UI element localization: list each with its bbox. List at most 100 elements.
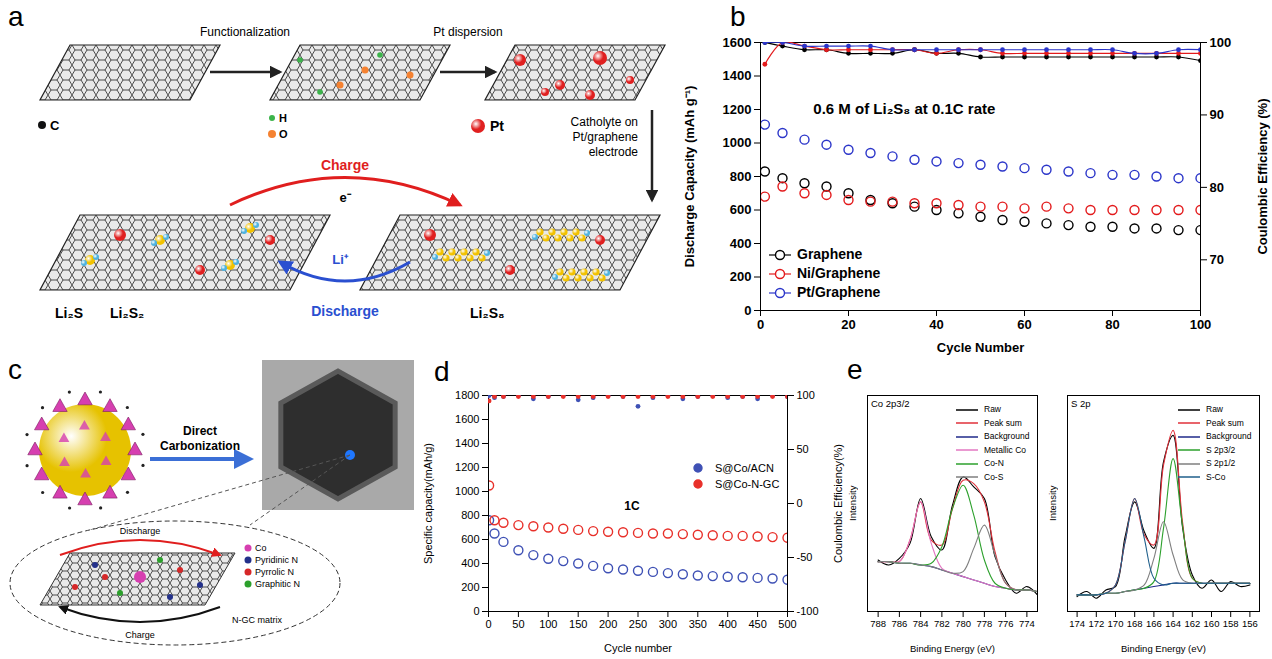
- svg-text:Specific capacity(mAh/g): Specific capacity(mAh/g): [422, 443, 434, 564]
- svg-text:50: 50: [512, 618, 524, 630]
- svg-text:Binding Energy (eV): Binding Energy (eV): [1121, 643, 1206, 654]
- svg-text:800: 800: [730, 169, 752, 184]
- svg-text:350: 350: [689, 618, 707, 630]
- svg-text:250: 250: [629, 618, 647, 630]
- svg-text:774: 774: [1019, 618, 1035, 629]
- svg-text:200: 200: [461, 581, 479, 593]
- svg-text:1200: 1200: [455, 461, 479, 473]
- svg-text:Li₂S: Li₂S: [55, 305, 83, 321]
- svg-text:40: 40: [929, 317, 943, 332]
- svg-text:-50: -50: [797, 551, 813, 563]
- svg-text:1200: 1200: [723, 102, 752, 117]
- html-text:Graphene: Graphene: [797, 246, 863, 262]
- svg-text:1600: 1600: [723, 35, 752, 50]
- svg-text:1600: 1600: [455, 413, 479, 425]
- svg-text:156: 156: [1242, 618, 1258, 629]
- svg-text:100: 100: [1190, 317, 1212, 332]
- svg-text:Coulombic Efficiency(%): Coulombic Efficiency(%): [832, 444, 844, 563]
- svg-text:Binding Energy (eV): Binding Energy (eV): [910, 643, 995, 654]
- svg-text:Discharge Capacity (mAh g⁻¹): Discharge Capacity (mAh g⁻¹): [682, 86, 697, 268]
- svg-text:80: 80: [1210, 180, 1224, 195]
- svg-text:300: 300: [659, 618, 677, 630]
- svg-text:0: 0: [797, 497, 803, 509]
- svg-text:Graphitic N: Graphitic N: [255, 579, 300, 589]
- svg-text:788: 788: [870, 618, 886, 629]
- svg-text:Charge: Charge: [321, 157, 369, 173]
- svg-text:70: 70: [1210, 252, 1224, 267]
- svg-text:800: 800: [461, 509, 479, 521]
- svg-text:600: 600: [730, 202, 752, 217]
- html-text:Pt/Graphene: Pt/Graphene: [797, 284, 881, 300]
- svg-text:90: 90: [1210, 107, 1224, 122]
- svg-text:80: 80: [1105, 317, 1119, 332]
- svg-text:600: 600: [461, 533, 479, 545]
- svg-text:100: 100: [797, 389, 815, 401]
- svg-text:0: 0: [473, 605, 479, 617]
- svg-text:Pyrrolic N: Pyrrolic N: [255, 567, 294, 577]
- svg-text:DirectCarbonization: DirectCarbonization: [160, 424, 240, 453]
- svg-text:174: 174: [1069, 618, 1085, 629]
- html-text:b: b: [730, 1, 746, 32]
- svg-text:Coulombic Efficiency (%): Coulombic Efficiency (%): [1255, 98, 1270, 254]
- svg-text:C: C: [50, 118, 60, 133]
- svg-text:O: O: [279, 128, 288, 140]
- svg-text:778: 778: [976, 618, 992, 629]
- svg-text:1C: 1C: [624, 499, 640, 513]
- svg-text:0: 0: [485, 618, 491, 630]
- svg-text:170: 170: [1108, 618, 1124, 629]
- svg-text:168: 168: [1127, 618, 1143, 629]
- svg-text:Discharge: Discharge: [120, 526, 161, 536]
- svg-text:Functionalization: Functionalization: [200, 25, 290, 39]
- svg-text:Li₂S₂: Li₂S₂: [110, 305, 144, 321]
- svg-text:1000: 1000: [723, 135, 752, 150]
- html-text:a: a: [8, 1, 24, 32]
- svg-text:N-GC matrix: N-GC matrix: [232, 615, 282, 625]
- svg-text:Pyridinic N: Pyridinic N: [255, 555, 298, 565]
- svg-text:-100: -100: [797, 605, 819, 617]
- svg-text:150: 150: [569, 618, 587, 630]
- svg-text:Co: Co: [255, 543, 267, 553]
- svg-text:H: H: [279, 112, 287, 124]
- svg-text:60: 60: [1017, 317, 1031, 332]
- svg-text:1000: 1000: [455, 485, 479, 497]
- svg-text:160: 160: [1204, 618, 1220, 629]
- svg-text:1800: 1800: [455, 389, 479, 401]
- svg-text:20: 20: [841, 317, 855, 332]
- svg-text:Li₂S₈: Li₂S₈: [470, 305, 505, 321]
- svg-text:166: 166: [1146, 618, 1162, 629]
- svg-text:e⁻: e⁻: [339, 190, 351, 205]
- svg-text:162: 162: [1184, 618, 1200, 629]
- svg-text:500: 500: [778, 618, 796, 630]
- svg-text:0: 0: [744, 303, 751, 318]
- svg-text:Li⁺: Li⁺: [332, 252, 349, 267]
- svg-text:Pt dispersion: Pt dispersion: [433, 25, 502, 39]
- svg-text:50: 50: [797, 443, 809, 455]
- html-text:Ni/Graphene: Ni/Graphene: [797, 265, 881, 281]
- svg-text:100: 100: [539, 618, 557, 630]
- svg-text:200: 200: [599, 618, 617, 630]
- svg-text:0.6 M of Li₂S₈ at 0.1C rate: 0.6 M of Li₂S₈ at 0.1C rate: [813, 100, 995, 117]
- svg-text:164: 164: [1165, 618, 1181, 629]
- svg-text:Pt: Pt: [490, 118, 504, 134]
- svg-text:400: 400: [461, 557, 479, 569]
- svg-text:786: 786: [891, 618, 907, 629]
- svg-text:784: 784: [913, 618, 929, 629]
- svg-text:Cycle Number: Cycle Number: [937, 340, 1024, 355]
- svg-text:172: 172: [1088, 618, 1104, 629]
- svg-text:200: 200: [730, 269, 752, 284]
- svg-text:158: 158: [1223, 618, 1239, 629]
- svg-text:Catholyte onPt/grapheneelectro: Catholyte onPt/grapheneelectrode: [571, 115, 639, 159]
- svg-text:Charge: Charge: [125, 630, 155, 640]
- svg-text:780: 780: [955, 618, 971, 629]
- svg-text:400: 400: [719, 618, 737, 630]
- svg-text:400: 400: [730, 236, 752, 251]
- svg-text:100: 100: [1210, 35, 1232, 50]
- svg-text:776: 776: [998, 618, 1014, 629]
- svg-text:0: 0: [757, 317, 764, 332]
- svg-text:450: 450: [748, 618, 766, 630]
- svg-text:Cycle number: Cycle number: [604, 642, 672, 654]
- svg-text:Discharge: Discharge: [311, 303, 379, 319]
- svg-text:1400: 1400: [455, 437, 479, 449]
- svg-text:1400: 1400: [723, 68, 752, 83]
- svg-text:782: 782: [934, 618, 950, 629]
